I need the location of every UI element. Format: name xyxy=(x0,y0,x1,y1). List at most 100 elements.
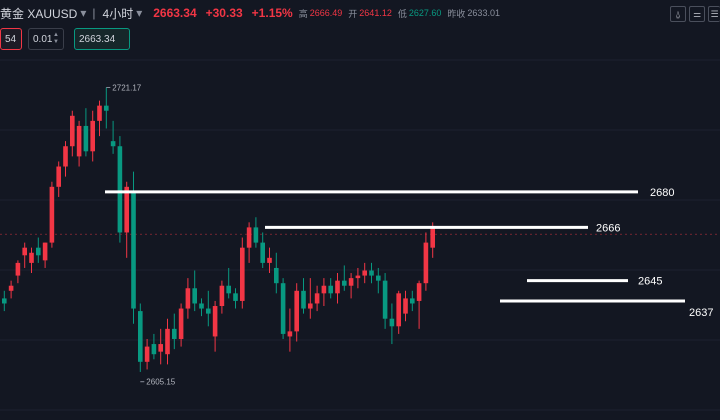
candle-body xyxy=(83,125,89,152)
candle-body xyxy=(226,285,231,294)
lot-size-input[interactable]: 0.01 ▲ ▼ xyxy=(28,28,64,50)
lot-size-value: 0.01 xyxy=(33,33,53,45)
candle-body xyxy=(212,306,218,337)
candle-body xyxy=(301,290,306,309)
candle-body xyxy=(410,298,415,304)
alert-icon[interactable]: ⍙ xyxy=(670,6,686,22)
timeframe-selector[interactable]: 4小时 xyxy=(102,6,134,21)
candle-body xyxy=(199,303,204,309)
candle-body xyxy=(376,275,381,281)
candle-body xyxy=(369,270,374,276)
candle-body xyxy=(267,257,272,263)
candle-body xyxy=(36,247,41,256)
open-label: 开 xyxy=(348,8,358,19)
level-label-2680: 2680 xyxy=(650,187,674,199)
candle-body xyxy=(233,293,238,301)
candle-body xyxy=(8,285,14,291)
level-label-2637: 2637 xyxy=(689,307,713,319)
candle-body xyxy=(240,247,245,301)
candle-body xyxy=(348,278,354,286)
candle-body xyxy=(274,267,279,284)
candle-body xyxy=(355,275,361,279)
candle-body xyxy=(110,141,116,147)
candle-body xyxy=(280,283,286,334)
candle-body xyxy=(362,270,367,276)
candle-body xyxy=(2,298,7,304)
candle-body xyxy=(42,242,48,261)
candle-body xyxy=(423,242,429,284)
extreme-low-label: 2605.15 xyxy=(146,378,175,387)
last-price: 2663.34 xyxy=(153,6,197,20)
level-label-2666: 2666 xyxy=(596,222,620,234)
prevclose-value: 2633.01 xyxy=(467,8,500,18)
symbol-name[interactable]: 黄金 XAUUSD xyxy=(0,6,78,21)
candle-body xyxy=(253,227,259,243)
candle-body xyxy=(403,298,408,314)
candle-body xyxy=(165,328,170,355)
stepper-down-icon[interactable]: ▼ xyxy=(53,39,59,45)
high-label: 高 xyxy=(298,8,308,19)
candle-body xyxy=(144,346,150,362)
candle-body xyxy=(246,227,252,248)
candle-body xyxy=(328,285,333,294)
price-change: +30.33 xyxy=(205,6,243,20)
candle-body xyxy=(260,242,265,263)
candle-body xyxy=(342,280,347,286)
open-value: 2641.12 xyxy=(359,8,392,18)
extreme-high-label: 2721.17 xyxy=(112,83,141,92)
candle-body xyxy=(15,262,21,276)
level-label-2645: 2645 xyxy=(638,276,662,288)
candle-body xyxy=(49,186,55,243)
sell-price-box[interactable]: 54 xyxy=(0,28,22,50)
separator: | xyxy=(92,6,96,20)
candle-body xyxy=(104,105,109,111)
price-change-pct: +1.15% xyxy=(251,6,293,20)
candle-body xyxy=(22,247,27,256)
candle-body xyxy=(97,105,102,121)
candle-body xyxy=(56,166,61,187)
prevclose-label: 昨收 xyxy=(447,8,466,19)
candle-body xyxy=(178,308,184,339)
symbol-header: 黄金 XAUUSD ▾ | 4小时 ▾ 2663.34 +30.33 +1.15… xyxy=(0,0,720,26)
candle-body xyxy=(138,311,143,362)
candle-body xyxy=(151,344,157,355)
candle-body xyxy=(396,293,401,327)
candle-body xyxy=(90,120,95,152)
candle-body xyxy=(287,331,293,337)
candle-body xyxy=(308,303,313,309)
candle-body xyxy=(206,308,211,314)
candle-body xyxy=(321,285,327,294)
candle-body xyxy=(382,280,388,319)
candle-body xyxy=(117,146,123,233)
candle-body xyxy=(124,186,129,233)
candle-body xyxy=(172,328,177,339)
candle-body xyxy=(131,191,136,309)
order-panel: 54 0.01 ▲ ▼ 2663.34 xyxy=(0,27,130,51)
candle-body xyxy=(158,344,163,352)
low-label: 低 xyxy=(397,8,407,19)
buy-price-value: 2663.34 xyxy=(79,33,116,45)
candle-body xyxy=(29,252,34,263)
candle-body xyxy=(219,285,225,307)
candle-body xyxy=(294,290,299,332)
candle-body xyxy=(185,288,191,309)
candle-body xyxy=(335,280,340,294)
candle-body xyxy=(192,288,197,304)
compare-icon[interactable]: ⚌ xyxy=(689,6,705,22)
candle-body xyxy=(63,146,68,167)
candle-body xyxy=(416,283,422,301)
candle-body xyxy=(430,227,435,248)
stepper-up-icon[interactable]: ▲ xyxy=(53,32,59,38)
high-value: 2666.49 xyxy=(309,8,343,18)
timeframe-chevron-icon[interactable]: ▾ xyxy=(136,6,143,20)
candle-body xyxy=(76,125,82,157)
buy-price-box[interactable]: 2663.34 xyxy=(74,28,130,50)
candle-body xyxy=(389,318,395,327)
low-value: 2627.60 xyxy=(408,8,442,18)
menu-icon[interactable]: ☰ xyxy=(708,6,720,22)
candle-body xyxy=(314,293,320,304)
candle-body xyxy=(70,115,75,147)
dropdown-chevron-icon[interactable]: ▾ xyxy=(80,6,87,20)
lot-stepper[interactable]: ▲ ▼ xyxy=(53,32,59,46)
